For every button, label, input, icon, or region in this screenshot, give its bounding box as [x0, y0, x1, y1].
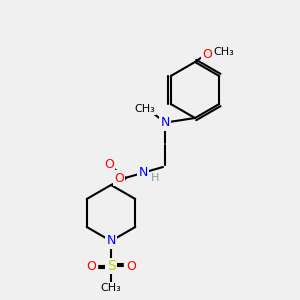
- Text: CH₃: CH₃: [214, 47, 234, 57]
- Text: O: O: [86, 260, 96, 272]
- Text: O: O: [126, 260, 136, 272]
- Text: O: O: [202, 47, 212, 61]
- Text: N: N: [160, 116, 170, 130]
- Text: O: O: [114, 172, 124, 184]
- Text: CH₃: CH₃: [135, 104, 155, 114]
- Text: N: N: [138, 166, 148, 178]
- Text: CH₃: CH₃: [100, 283, 122, 293]
- Text: N: N: [106, 235, 116, 248]
- Text: S: S: [106, 259, 116, 273]
- Text: O: O: [104, 158, 114, 170]
- Text: H: H: [151, 173, 159, 183]
